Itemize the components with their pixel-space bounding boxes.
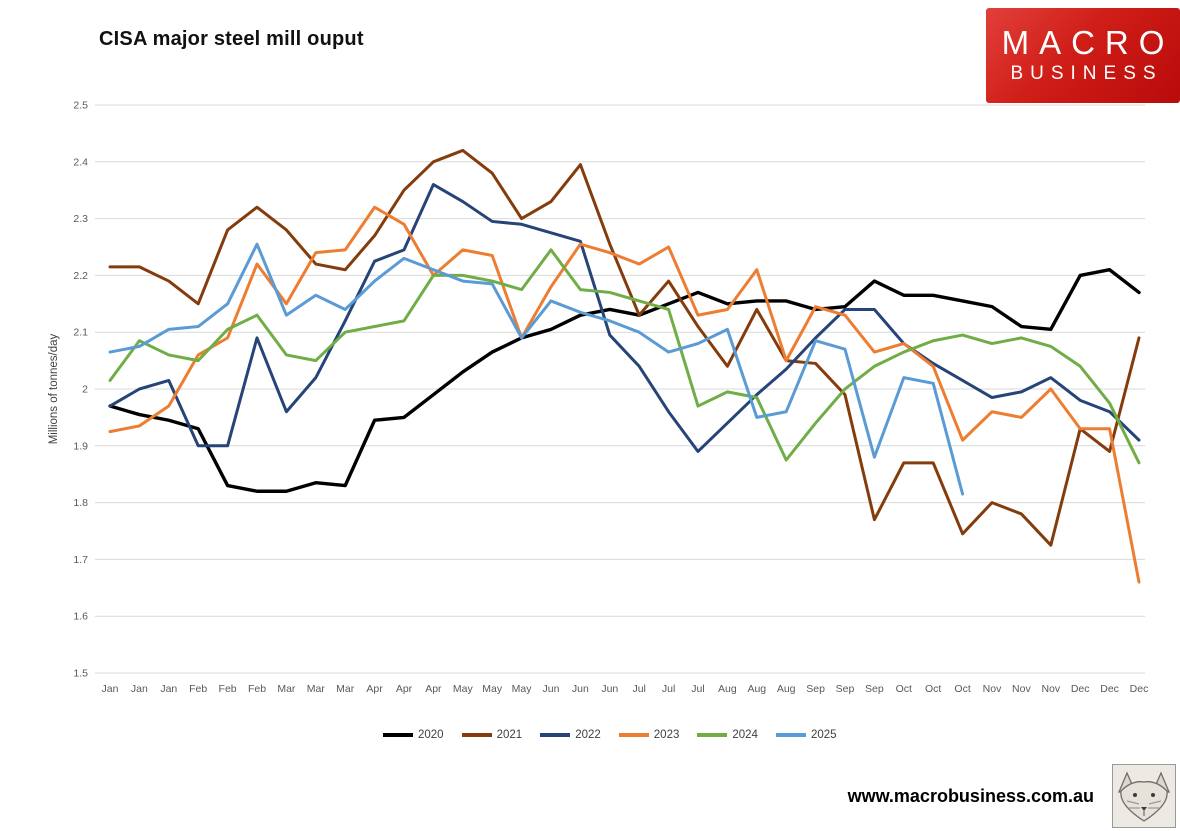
x-tick-label: Feb: [219, 683, 237, 695]
x-tick-label: Aug: [747, 683, 766, 695]
x-tick-label: Dec: [1130, 683, 1149, 695]
y-tick-label: 1.5: [73, 668, 88, 680]
website-url[interactable]: www.macrobusiness.com.au: [847, 786, 1094, 806]
x-tick-label: Apr: [396, 683, 413, 695]
gridlines: [95, 104, 1145, 674]
x-tick-label: Feb: [248, 683, 266, 695]
y-tick-label: 2.4: [73, 156, 88, 168]
legend-item-2022: 2022: [540, 729, 601, 741]
chart-legend: 2020 2021 2022 2023 2024 2025: [383, 729, 837, 741]
x-tick-label: Jun: [543, 683, 560, 695]
legend-item-2020: 2020: [383, 729, 444, 741]
x-tick-label: Nov: [1041, 683, 1060, 695]
y-tick-label: 2.2: [73, 270, 88, 282]
x-tick-label: Sep: [865, 683, 884, 695]
x-tick-label: May: [453, 683, 474, 695]
legend-label-2021: 2021: [496, 729, 523, 741]
x-tick-label: Jul: [691, 683, 704, 695]
legend-swatch-2025: [775, 733, 806, 737]
series-line-2024: [108, 248, 1141, 465]
y-tick-label: 2.3: [73, 213, 88, 225]
y-tick-label: 2: [82, 384, 88, 396]
x-tick-label: Aug: [777, 683, 796, 695]
x-tick-label: Jul: [632, 683, 645, 695]
x-tick-label: May: [512, 683, 533, 695]
x-tick-label: Sep: [836, 683, 855, 695]
macrobusiness-logo: MACRO BUSINESS: [986, 8, 1180, 103]
logo-text-macro: MACRO: [1001, 23, 1175, 61]
x-tick-label: May: [482, 683, 503, 695]
x-tick-label: Nov: [1012, 683, 1031, 695]
legend-item-2025: 2025: [775, 729, 837, 741]
legend-item-2023: 2023: [618, 729, 680, 741]
x-tick-label: Dec: [1100, 683, 1119, 695]
x-tick-label: Apr: [425, 683, 442, 695]
fox-sketch-icon: [1113, 765, 1175, 827]
chart-title: CISA major steel mill ouput: [99, 28, 364, 50]
x-tick-label: Jun: [601, 683, 618, 695]
logo-text-business: BUSINESS: [1010, 63, 1163, 85]
x-tick-label: Jan: [160, 683, 177, 695]
x-tick-label: Jun: [572, 683, 589, 695]
series-line-2025: [108, 242, 965, 496]
x-tick-label: Mar: [336, 683, 355, 695]
y-tick-label: 1.7: [73, 554, 88, 566]
x-tick-label: Dec: [1071, 683, 1090, 695]
x-tick-label: Jan: [131, 683, 148, 695]
x-tick-label: Feb: [189, 683, 207, 695]
fox-logo: [1112, 764, 1176, 828]
legend-item-2024: 2024: [697, 729, 758, 741]
series-line-2020: [108, 268, 1141, 493]
x-tick-label: Oct: [896, 683, 912, 695]
legend-swatch-2020: [383, 733, 413, 737]
y-tick-label: 2.1: [73, 327, 88, 339]
x-tick-label: Jul: [662, 683, 675, 695]
x-tick-label: Aug: [718, 683, 737, 695]
x-axis-tick-labels: Jan Jan Jan Feb Feb Feb Mar Mar Mar Apr Apr Apr May M…: [102, 683, 1149, 695]
x-tick-label: Oct: [925, 683, 941, 695]
x-tick-label: Mar: [277, 683, 296, 695]
x-tick-label: Sep: [806, 683, 825, 695]
y-axis-title: Millions of tonnes/day: [48, 333, 60, 444]
legend-label-2025: 2025: [810, 729, 837, 741]
y-tick-label: 1.9: [73, 440, 88, 452]
y-axis-tick-labels: 2.5 2.4 2.3 2.2 2.1 2 1.9 1.8 1.7 1.6 1.5: [73, 100, 88, 680]
legend-swatch-2023: [618, 733, 649, 737]
x-tick-label: Nov: [983, 683, 1002, 695]
x-tick-label: Apr: [366, 683, 383, 695]
legend-swatch-2021: [461, 733, 492, 737]
legend-swatch-2022: [540, 733, 571, 737]
legend-label-2022: 2022: [575, 729, 601, 741]
x-tick-label: Jan: [102, 683, 119, 695]
y-tick-label: 1.8: [73, 497, 88, 509]
series-line-2023: [108, 205, 1141, 584]
series-line-2022: [108, 183, 1141, 453]
legend-label-2020: 2020: [418, 729, 444, 741]
x-tick-label: Mar: [307, 683, 326, 695]
y-tick-label: 2.5: [73, 100, 88, 112]
y-tick-label: 1.6: [73, 611, 88, 623]
legend-item-2021: 2021: [461, 729, 523, 741]
legend-label-2024: 2024: [732, 729, 758, 741]
x-tick-label: Oct: [954, 683, 970, 695]
series-line-2021: [108, 148, 1141, 547]
legend-swatch-2024: [697, 733, 728, 737]
series-lines: [108, 148, 1141, 584]
legend-label-2023: 2023: [653, 729, 680, 741]
